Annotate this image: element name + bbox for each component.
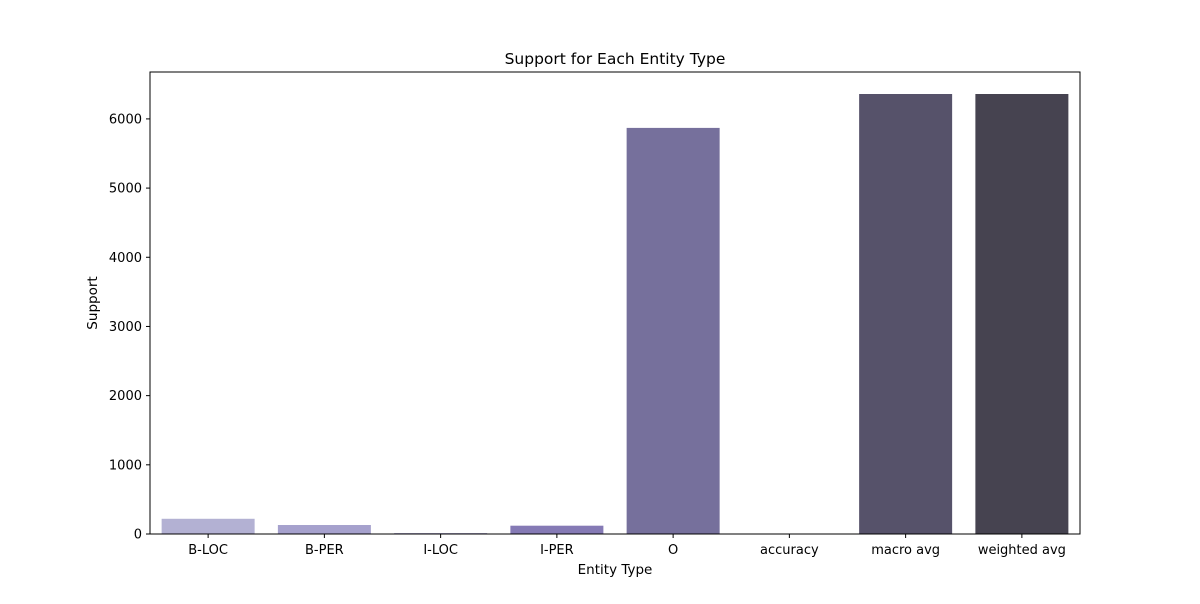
plot-frame <box>149 71 1081 535</box>
bar-b-loc <box>161 518 255 534</box>
bar-o <box>626 127 720 535</box>
y-axis-label: Support <box>85 276 101 329</box>
x-tick-label: weighted avg <box>978 543 1066 558</box>
y-tick-label: 0 <box>134 528 142 543</box>
chart-title: Support for Each Entity Type <box>505 50 726 68</box>
x-tick-label: accuracy <box>760 543 819 558</box>
y-axis: 0 1000 2000 3000 4000 5000 6000 <box>109 112 150 543</box>
x-tick-label: I-LOC <box>423 543 458 558</box>
y-tick-label: 4000 <box>109 251 142 266</box>
y-tick-label: 6000 <box>109 112 142 127</box>
y-tick-label: 5000 <box>109 182 142 197</box>
bar-i-per <box>510 525 604 534</box>
x-axis-label: Entity Type <box>578 562 653 578</box>
x-tick-label: B-LOC <box>188 543 228 558</box>
y-tick-label: 3000 <box>109 320 142 335</box>
bar-b-per <box>277 525 371 534</box>
x-tick-label: B-PER <box>305 543 344 558</box>
bars-group <box>161 94 1069 535</box>
x-tick-label: I-PER <box>540 543 574 558</box>
x-tick-label: macro avg <box>871 543 940 558</box>
y-tick-label: 2000 <box>109 389 142 404</box>
x-tick-label: O <box>668 543 678 558</box>
y-tick-label: 1000 <box>109 458 142 473</box>
bar-weighted-avg <box>975 94 1069 534</box>
bar-macro-avg <box>859 94 953 534</box>
